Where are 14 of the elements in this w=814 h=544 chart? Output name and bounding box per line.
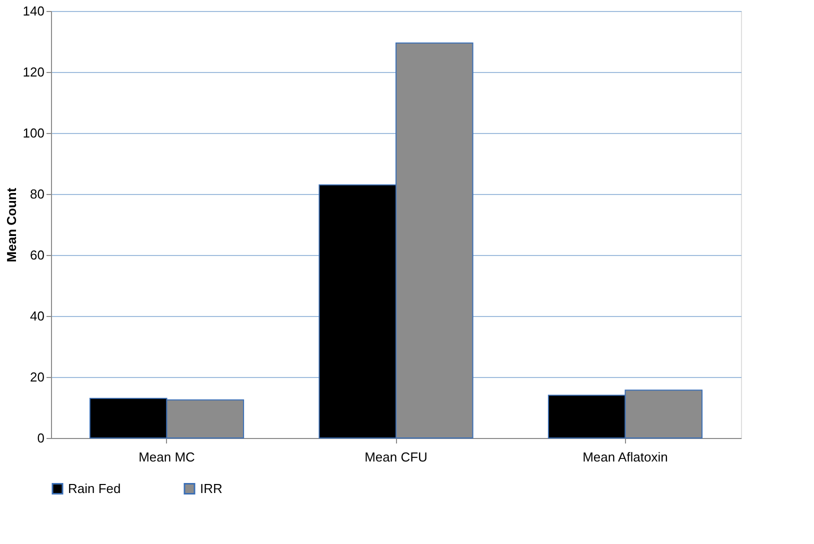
y-tick-label: 120: [22, 64, 44, 80]
y-tick-label: 40: [30, 308, 44, 324]
x-tick-label: Mean MC: [138, 450, 195, 464]
x-tick-label: Mean CFU: [364, 450, 428, 464]
legend-label: IRR: [200, 480, 222, 496]
y-tick-label: 0: [37, 430, 44, 446]
legend-label: Rain Fed: [68, 480, 121, 496]
x-tick-label: Mean Aflatoxin: [582, 450, 668, 464]
y-tick-label: 20: [30, 370, 44, 384]
y-tick-label: 60: [30, 248, 44, 262]
y-tick-label: 80: [30, 186, 44, 202]
y-axis-title: Mean Count: [4, 187, 19, 262]
y-tick-label: 140: [22, 4, 44, 18]
y-tick-label: 100: [22, 126, 44, 140]
